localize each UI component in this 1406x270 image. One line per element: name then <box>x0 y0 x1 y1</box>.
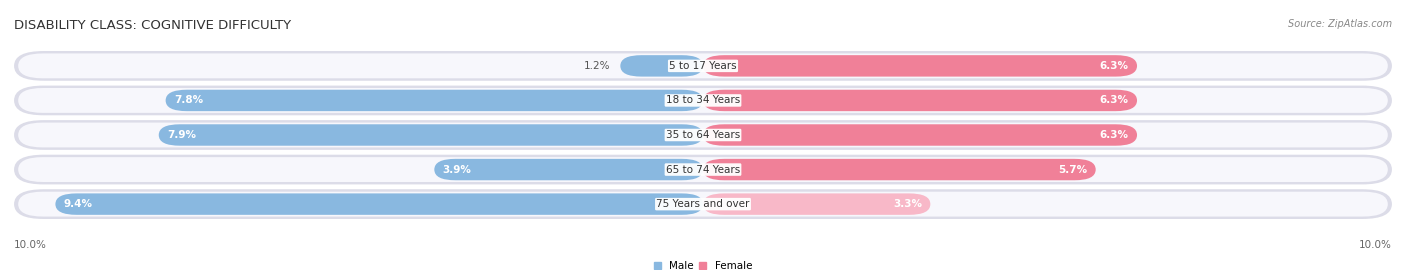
Text: 6.3%: 6.3% <box>1099 61 1129 71</box>
Text: DISABILITY CLASS: COGNITIVE DIFFICULTY: DISABILITY CLASS: COGNITIVE DIFFICULTY <box>14 19 291 32</box>
Text: 10.0%: 10.0% <box>14 240 46 250</box>
FancyBboxPatch shape <box>18 192 1388 217</box>
Text: 18 to 34 Years: 18 to 34 Years <box>666 95 740 106</box>
Text: 6.3%: 6.3% <box>1099 130 1129 140</box>
FancyBboxPatch shape <box>14 51 1392 81</box>
Text: Source: ZipAtlas.com: Source: ZipAtlas.com <box>1288 19 1392 29</box>
FancyBboxPatch shape <box>14 86 1392 115</box>
FancyBboxPatch shape <box>620 55 703 77</box>
FancyBboxPatch shape <box>14 189 1392 219</box>
FancyBboxPatch shape <box>18 157 1388 182</box>
Text: 9.4%: 9.4% <box>63 199 93 209</box>
Text: 6.3%: 6.3% <box>1099 95 1129 106</box>
Legend: Male, Female: Male, Female <box>654 261 752 270</box>
FancyBboxPatch shape <box>703 159 1095 180</box>
Text: 7.9%: 7.9% <box>167 130 195 140</box>
Text: 3.3%: 3.3% <box>893 199 922 209</box>
Text: 7.8%: 7.8% <box>174 95 202 106</box>
Text: 5 to 17 Years: 5 to 17 Years <box>669 61 737 71</box>
FancyBboxPatch shape <box>703 193 931 215</box>
FancyBboxPatch shape <box>703 124 1137 146</box>
Text: 1.2%: 1.2% <box>583 61 610 71</box>
FancyBboxPatch shape <box>434 159 703 180</box>
Text: 3.9%: 3.9% <box>443 164 471 175</box>
FancyBboxPatch shape <box>18 88 1388 113</box>
Text: 35 to 64 Years: 35 to 64 Years <box>666 130 740 140</box>
Text: 75 Years and over: 75 Years and over <box>657 199 749 209</box>
Text: 5.7%: 5.7% <box>1059 164 1087 175</box>
Text: 65 to 74 Years: 65 to 74 Years <box>666 164 740 175</box>
FancyBboxPatch shape <box>18 53 1388 78</box>
FancyBboxPatch shape <box>14 120 1392 150</box>
FancyBboxPatch shape <box>703 90 1137 111</box>
FancyBboxPatch shape <box>18 123 1388 147</box>
FancyBboxPatch shape <box>166 90 703 111</box>
FancyBboxPatch shape <box>703 55 1137 77</box>
Text: 10.0%: 10.0% <box>1360 240 1392 250</box>
FancyBboxPatch shape <box>159 124 703 146</box>
FancyBboxPatch shape <box>55 193 703 215</box>
FancyBboxPatch shape <box>14 155 1392 184</box>
